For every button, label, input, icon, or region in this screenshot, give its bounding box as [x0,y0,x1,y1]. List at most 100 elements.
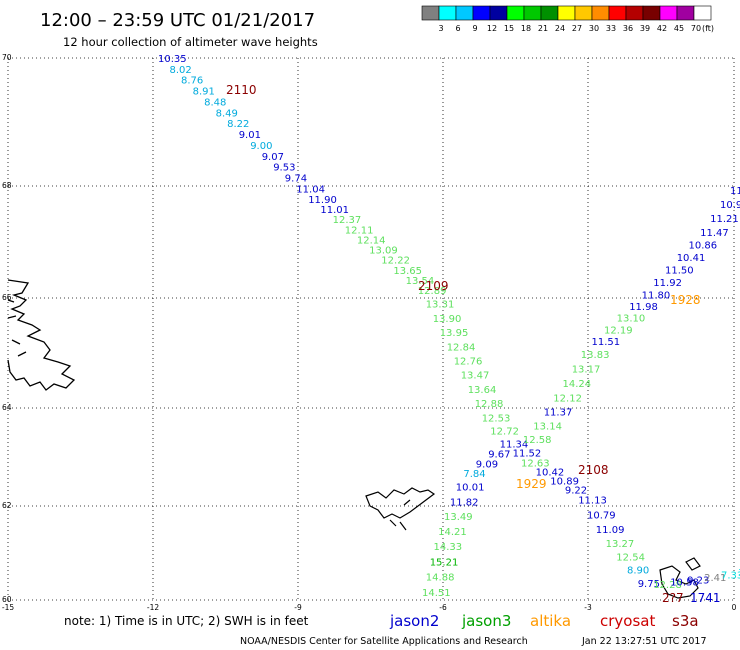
wave-height-label: 8.90 [627,566,649,577]
scale-label: 70 [691,24,701,33]
lat-tick-label: 68 [2,181,12,190]
wave-height-label: 10.58 [670,578,699,589]
scale-label: 24 [555,24,565,33]
wave-height-label: 11.13 [578,496,607,507]
satellite-legend: jason2 jason3 altika cryosat s3a [389,612,699,630]
wave-height-label: 11.80 [642,290,671,301]
scale-swatch [574,5,593,21]
satellite-legend-item: s3a [672,612,699,630]
wave-height-label: 12.12 [553,394,582,405]
wave-height-label: 12.11 [345,225,374,236]
scale-swatch [455,5,474,21]
wave-height-label: 13.10 [617,314,646,325]
footer-credit: NOAA/NESDIS Center for Satellite Applica… [240,636,528,647]
scale-swatch [438,5,457,21]
wave-height-label: 9.75 [638,579,660,590]
scale-swatch [489,5,508,21]
scale-swatch [472,5,491,21]
wave-height-label: 9.22 [565,485,587,496]
wave-height-label: 12.28 [653,580,682,591]
wave-height-label: 10.89 [550,476,579,487]
wave-height-label: 13.47 [461,371,490,382]
wave-height-label: 14.88 [426,573,455,584]
pass-number-label: 2109 [418,279,449,293]
wave-height-label: 13.64 [468,385,497,396]
scale-label: 45 [674,24,684,33]
wave-height-label: 10.35 [158,54,187,65]
scale-unit: (ft) [702,24,714,33]
scale-swatch [421,5,440,21]
lat-tick-label: 60 [2,595,12,604]
scale-label: 42 [657,24,667,33]
lon-tick-label: -9 [294,603,302,612]
coastline-iceland [365,487,436,531]
wave-height-label: 11.04 [296,185,325,196]
wave-height-label: 11.92 [653,278,682,289]
wave-height-label: 15.21 [430,557,459,568]
wave-height-label: 11.98 [629,302,658,313]
scale-label: 27 [572,24,582,33]
wave-height-label: 8.22 [227,119,249,130]
wave-height-label: 12.88 [475,399,504,410]
wave-height-label: 13.95 [440,328,469,339]
pass-number-label: 1928 [670,293,701,307]
scale-swatch [608,5,627,21]
wave-height-label: 9.67 [488,450,510,461]
satellite-legend-item: jason2 [389,612,439,630]
wave-height-label: 8.91 [193,87,215,98]
page-subtitle: 12 hour collection of altimeter wave hei… [63,35,318,49]
wave-height-label: 11.37 [544,408,573,419]
wave-height-label: 2.41 [704,573,726,584]
wave-height-label: 12.84 [447,342,476,353]
wave-height-label: 11.01 [320,205,349,216]
wave-height-label: 13.90 [433,314,462,325]
scale-swatch [625,5,644,21]
wave-height-label: 11.90 [308,195,337,206]
scale-label: 3 [438,24,443,33]
scale-label: 39 [640,24,650,33]
wave-height-label: 11.21 [710,214,739,225]
wave-height-label: 13.49 [444,512,473,523]
altimeter-tracks: 10.358.028.768.918.488.498.229.019.009.0… [158,54,740,599]
wave-height-label: 11.09 [596,525,625,536]
lon-tick-label: -3 [584,603,592,612]
scale-swatch [676,5,695,21]
coastline-greenland [7,279,76,391]
pass-number-label: 2108 [578,463,609,477]
footer-timestamp: Jan 22 13:27:51 UTC 2017 [581,636,707,647]
pass-number-label: 2110 [226,83,257,97]
page-title: 12:00 – 23:59 UTC 01/21/2017 [40,10,315,31]
scale-label: 12 [487,24,497,33]
wave-height-label: 11.52 [513,449,542,460]
wave-height-label: 12.14 [357,235,386,246]
lon-tick-label: -6 [439,603,447,612]
pass-number-label: 1741 [690,591,721,605]
lon-tick-label: -12 [147,603,159,612]
wave-height-label: 8.76 [181,76,203,87]
scale-swatch [523,5,542,21]
wave-height-label: 12.58 [523,435,552,446]
satellite-legend-item: cryosat [600,612,655,630]
coastline-faroe-islands [659,557,701,599]
wave-height-label: 8.02 [170,65,192,76]
wave-height-label: 9.53 [273,163,295,174]
wave-height-label: 8.48 [204,98,226,109]
lat-tick-label: 64 [2,403,12,412]
lat-tick-label: 62 [2,501,12,510]
scale-swatch [540,5,559,21]
wave-height-label: 14.24 [563,379,592,390]
wave-height-label: 8.49 [216,108,238,119]
wave-height-label: 12.72 [490,427,519,438]
satellite-legend-item: jason3 [461,612,511,630]
wave-height-label: 12.22 [381,256,410,267]
wave-height-label: 9.01 [239,130,261,141]
wave-height-label: 12.53 [482,413,511,424]
wave-height-label: 11.82 [450,497,479,508]
wave-height-label: 9.74 [285,174,307,185]
wave-height-label: 11.47 [700,228,729,239]
pass-number-label: 2?7 [662,591,684,605]
wave-height-label: 10.86 [689,240,718,251]
scale-label: 21 [538,24,548,33]
wave-height-label: 10.01 [456,483,485,494]
wave-height-label: 14.33 [434,542,463,553]
